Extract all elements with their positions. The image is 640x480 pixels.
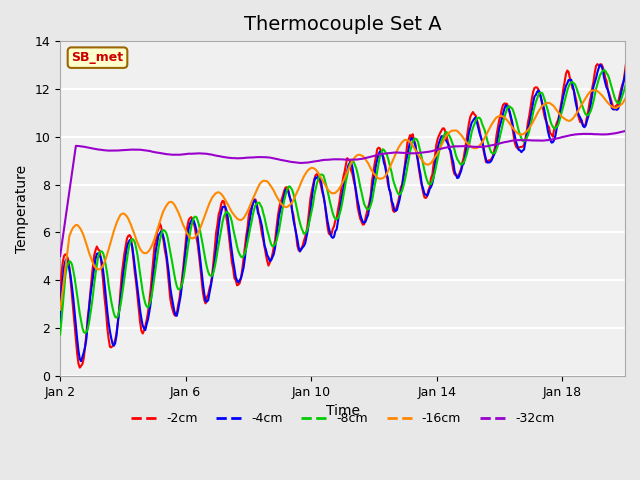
X-axis label: Time: Time bbox=[326, 404, 360, 418]
Title: Thermocouple Set A: Thermocouple Set A bbox=[244, 15, 442, 34]
Legend: -2cm, -4cm, -8cm, -16cm, -32cm: -2cm, -4cm, -8cm, -16cm, -32cm bbox=[126, 407, 559, 430]
Text: SB_met: SB_met bbox=[72, 51, 124, 64]
Y-axis label: Temperature: Temperature bbox=[15, 165, 29, 252]
